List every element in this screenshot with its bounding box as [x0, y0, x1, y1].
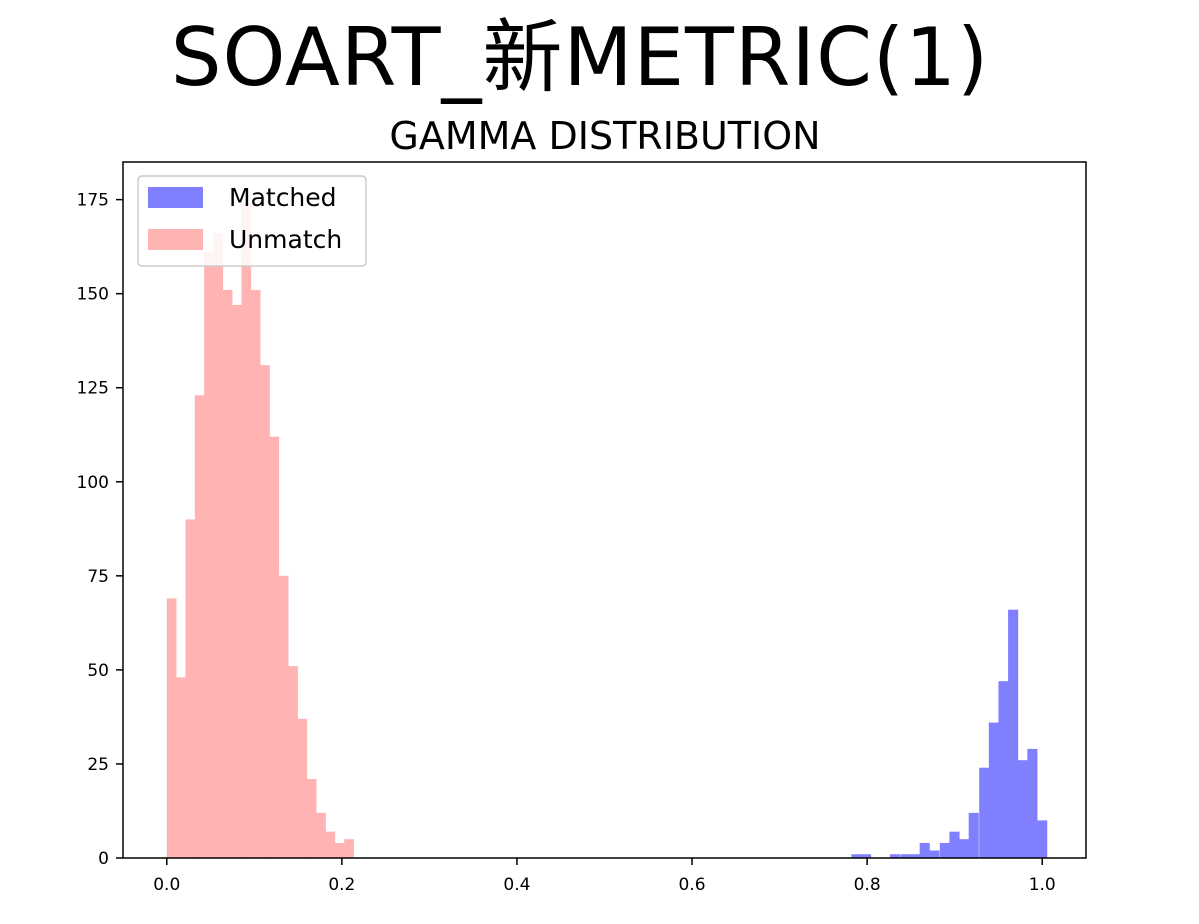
unmatch-bar	[306, 778, 317, 858]
unmatch-bar	[316, 812, 326, 858]
matched-bar	[988, 722, 999, 858]
x-axis: 0.0 0.2 0.4 0.6 0.8 1.0	[153, 858, 1056, 895]
matched-bar	[939, 842, 950, 858]
matched-bar	[851, 854, 862, 858]
y-tick-label: 75	[87, 567, 109, 587]
unmatch-bar	[232, 304, 242, 858]
unmatch-bar	[334, 842, 345, 858]
matched-bar	[889, 854, 901, 858]
matched-bar	[968, 812, 979, 858]
unmatch-bar	[176, 677, 186, 858]
unmatch-bars	[166, 203, 354, 859]
plot-area-frame	[122, 161, 1087, 859]
y-tick-label: 125	[77, 379, 109, 399]
x-tick-label: 0.0	[153, 875, 180, 895]
unmatch-bar	[297, 718, 308, 858]
slide-title: SOART_新METRIC(1)	[170, 11, 990, 104]
unmatch-bar	[241, 203, 252, 858]
matched-bar	[1027, 748, 1038, 858]
unmatch-bar	[260, 365, 270, 858]
unmatch-bar	[288, 666, 298, 858]
chart-title: GAMMA DISTRIBUTION	[389, 114, 820, 158]
legend-swatch-unmatch	[148, 229, 203, 250]
legend-label-matched: Matched	[229, 183, 337, 212]
unmatch-bar	[213, 233, 224, 858]
unmatch-bar	[344, 839, 354, 858]
matched-bar	[919, 842, 930, 858]
y-axis: 0 25 50 75 100 125 150 175	[77, 191, 123, 869]
x-tick-label: 0.8	[854, 875, 881, 895]
unmatch-bar	[250, 289, 261, 858]
legend-swatch-matched	[148, 187, 203, 208]
unmatch-bar	[166, 598, 177, 858]
matched-bar	[910, 854, 921, 858]
y-tick-label: 150	[77, 285, 109, 305]
unmatch-bar	[269, 436, 280, 858]
x-tick-label: 0.4	[503, 875, 530, 895]
matched-bar	[861, 854, 872, 858]
unmatch-bar	[194, 395, 205, 858]
matched-bar	[900, 854, 911, 858]
x-tick-label: 0.6	[679, 875, 706, 895]
x-tick-label: 1.0	[1029, 875, 1056, 895]
unmatch-bar	[278, 575, 289, 858]
matched-bar	[998, 681, 1009, 858]
x-tick-label: 0.2	[328, 875, 355, 895]
matched-bar	[929, 850, 940, 858]
unmatch-bar	[204, 252, 214, 859]
matched-bar	[1037, 820, 1048, 858]
y-tick-label: 0	[98, 849, 109, 869]
legend: Matched Unmatch	[137, 175, 367, 267]
matched-bars	[851, 609, 1048, 858]
unmatch-bar	[222, 289, 233, 858]
y-tick-label: 25	[87, 755, 109, 775]
matched-bar	[1008, 609, 1019, 858]
y-tick-label: 50	[87, 661, 109, 681]
matched-bar	[1017, 760, 1028, 858]
matched-bar	[949, 831, 960, 858]
unmatch-bar	[185, 519, 196, 858]
unmatch-bar	[325, 831, 336, 858]
matched-bar	[959, 839, 970, 858]
legend-label-unmatch: Unmatch	[229, 225, 342, 254]
matched-bar	[979, 767, 990, 858]
y-tick-label: 175	[77, 191, 109, 211]
y-tick-label: 100	[77, 473, 109, 493]
